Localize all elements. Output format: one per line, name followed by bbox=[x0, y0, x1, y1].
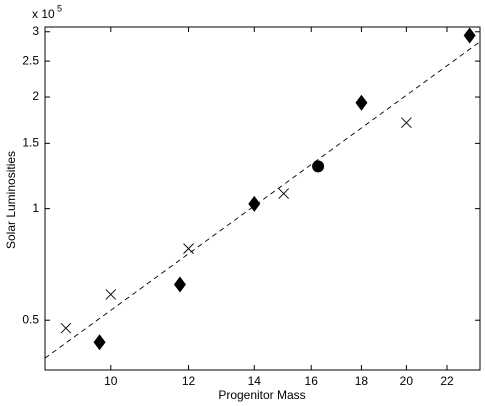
y-tick-label: 1 bbox=[32, 201, 39, 215]
circle-marker bbox=[312, 160, 325, 173]
y-offset-base: x 10 bbox=[32, 7, 55, 21]
y-tick-label: 2 bbox=[32, 89, 39, 103]
x-tick-label: 16 bbox=[305, 374, 319, 388]
x-tick-label: 10 bbox=[104, 374, 118, 388]
cross-marker bbox=[183, 243, 194, 254]
diamond-marker bbox=[173, 276, 186, 293]
diamond-marker bbox=[463, 27, 476, 44]
cross-marker bbox=[60, 322, 72, 334]
y-tick-label: 2.5 bbox=[22, 53, 39, 67]
y-tick-label: 1.5 bbox=[22, 136, 39, 150]
cross-marker bbox=[105, 289, 117, 300]
diamond-marker bbox=[93, 334, 106, 351]
x-tick-label: 14 bbox=[248, 374, 262, 388]
cross-marker bbox=[278, 188, 290, 199]
y-tick-label: 3 bbox=[32, 24, 39, 38]
x-tick-label: 18 bbox=[355, 374, 369, 388]
y-tick-label: 0.5 bbox=[22, 312, 39, 326]
x-tick-label: 22 bbox=[440, 374, 454, 388]
y-offset-exponent: 5 bbox=[57, 3, 62, 13]
diamond-marker bbox=[355, 94, 368, 111]
x-axis-label: Progenitor Mass bbox=[218, 388, 305, 402]
plot-frame bbox=[44, 26, 481, 371]
cross-marker bbox=[401, 117, 412, 129]
y-axis-label: Solar Luminosities bbox=[4, 151, 18, 249]
x-tick-label: 20 bbox=[400, 374, 414, 388]
x-tick-label: 12 bbox=[182, 374, 196, 388]
